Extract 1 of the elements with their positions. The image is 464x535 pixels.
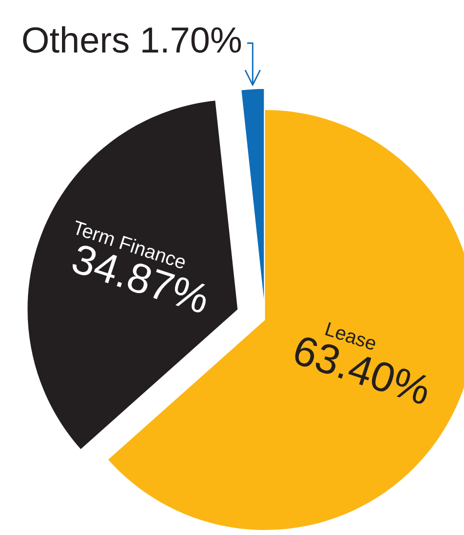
slice-label: Others 1.70% <box>23 26 241 53</box>
